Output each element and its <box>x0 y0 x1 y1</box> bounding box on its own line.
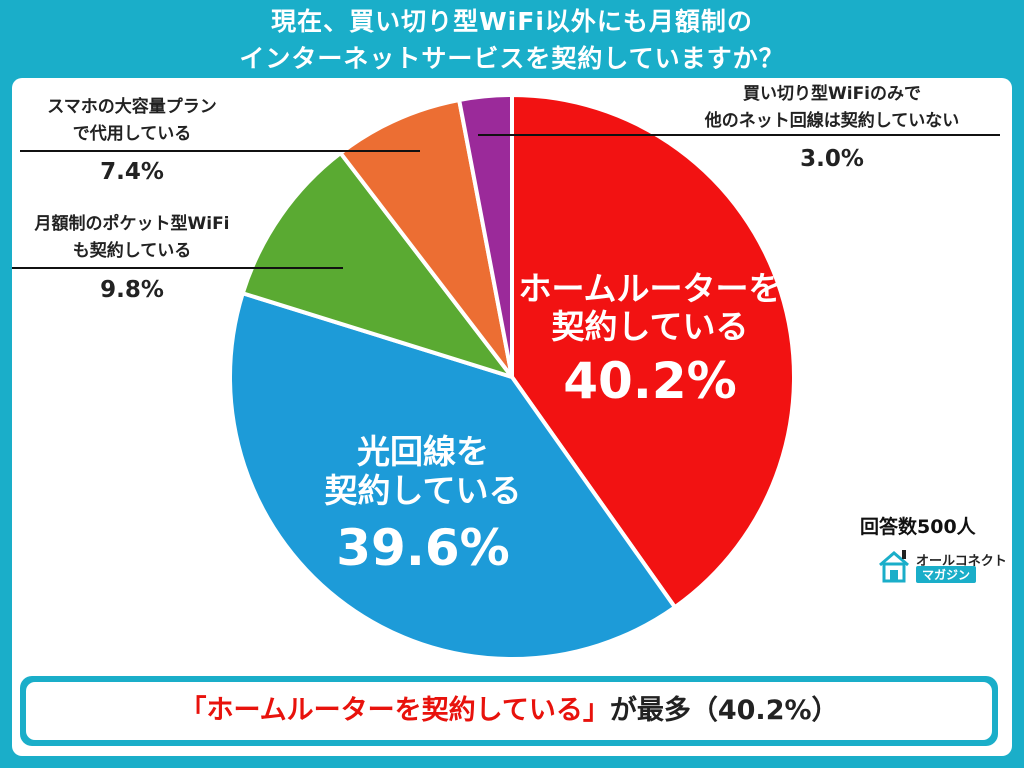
summary-highlight: 「ホームルーターを契約している」 <box>179 695 610 726</box>
slice-fiber <box>228 291 677 661</box>
title-line-2: インターネットサービスを契約していますか？ <box>239 44 785 73</box>
label-fiber-line1: 光回線を <box>357 432 489 471</box>
label-smartphone-line2: で代用している <box>73 123 192 144</box>
summary-banner-text: 「ホームルーターを契約している」が最多（40.2%） <box>26 682 992 740</box>
logo-line2: マガジン <box>916 566 977 583</box>
label-buyout-line1: 買い切り型WiFiのみで <box>743 83 921 104</box>
label-buyout-value: 3.0% <box>800 146 864 172</box>
summary-banner: 「ホームルーターを契約している」が最多（40.2%） <box>20 676 998 746</box>
house-icon <box>879 550 909 583</box>
logo-line1: オールコネクト <box>916 554 1007 569</box>
responses-count: 回答数500人 <box>860 516 976 538</box>
label-fiber-line2: 契約している <box>324 471 521 510</box>
label-home-router-value: 40.2% <box>563 352 736 410</box>
label-home-router-line1: ホームルーターを <box>518 269 781 308</box>
label-smartphone-line1: スマホの大容量プラン <box>47 96 217 117</box>
label-pocket-wifi-line2: も契約している <box>73 240 192 261</box>
label-home-router-line2: 契約している <box>551 307 748 346</box>
summary-rest: が最多（40.2%） <box>609 695 839 726</box>
label-pocket-wifi-line1: 月額制のポケット型WiFi <box>33 213 229 234</box>
label-fiber-value: 39.6% <box>336 519 509 577</box>
title-line-1: 現在、買い切り型WiFi以外にも月額制の <box>271 7 753 36</box>
label-buyout-line2: 他のネット回線は契約していない <box>704 110 960 131</box>
slice-pocket-wifi <box>240 151 514 379</box>
brand-logo: オールコネクト マガジン <box>876 548 1007 584</box>
label-pocket-wifi-value: 9.8% <box>100 277 164 303</box>
label-smartphone-value: 7.4% <box>100 159 164 185</box>
slice-home-router <box>510 93 796 610</box>
slice-buyout-only <box>457 93 514 379</box>
chart-title: 現在、買い切り型WiFi以外にも月額制の インターネットサービスを契約しています… <box>0 0 1024 81</box>
